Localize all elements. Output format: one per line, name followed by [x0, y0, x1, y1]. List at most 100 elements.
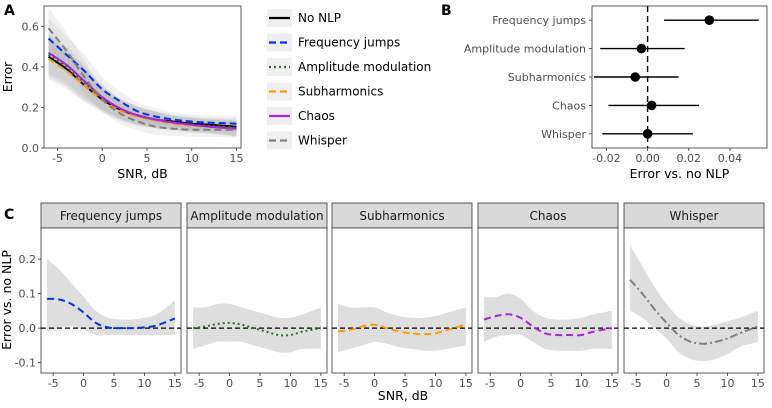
y-tick-label-b: Frequency jumps — [492, 14, 586, 27]
x-tick-label-c: 10 — [137, 377, 151, 390]
legend-label-frequency-jumps: Frequency jumps — [298, 36, 400, 50]
facet-subharmonics: Subharmonics -5 0 5 10 15 — [331, 202, 473, 390]
x-tick-label-a: 0 — [99, 152, 106, 165]
line-a-chaos — [47, 51, 237, 130]
strip-chaos — [477, 202, 619, 229]
legend-label-amplitude-modulation: Amplitude modulation — [298, 60, 431, 74]
x-tick-label-c: 10 — [283, 377, 297, 390]
x-tick-label-c: 5 — [694, 377, 701, 390]
legend-key-bg — [267, 82, 292, 101]
strip-label-frequency-jumps: Frequency jumps — [60, 209, 162, 223]
x-tick-label-c: 0 — [80, 377, 87, 390]
strip-label-whisper: Whisper — [670, 209, 719, 223]
band-c-amplitude-modulation — [193, 303, 321, 353]
x-tick-label-b: 0.02 — [677, 152, 702, 165]
legend-label-chaos: Chaos — [298, 109, 335, 123]
line-c-frequency-jumps — [47, 297, 176, 330]
panel-letter-c: C — [4, 207, 14, 223]
x-tick-label-c: 15 — [459, 377, 473, 390]
point-subharmonics — [630, 72, 641, 82]
x-tick-label-c: 15 — [751, 377, 765, 390]
point-whisper — [642, 129, 653, 139]
point-chaos — [646, 100, 657, 111]
panel-letter-a: A — [4, 3, 15, 19]
x-tick-label-c: 10 — [574, 377, 588, 390]
x-tick-label-c: 0 — [517, 377, 524, 390]
y-tick-label-c: 0.2 — [19, 253, 37, 266]
x-tick-label-c: -5 — [48, 377, 59, 390]
x-tick-label-c: 5 — [402, 377, 409, 390]
facet-frequency-jumps: Frequency jumps -5 0 5 10 15 — [40, 202, 182, 390]
strip-label-amplitude-modulation: Amplitude modulation — [190, 209, 323, 223]
x-axis-title-a: SNR, dB — [117, 166, 167, 181]
band-c-subharmonics — [338, 304, 466, 353]
x-tick-label-c: 10 — [720, 377, 734, 390]
plot-area-c — [186, 227, 328, 374]
strip-label-subharmonics: Subharmonics — [359, 209, 444, 223]
point-frequency-jumps — [704, 15, 715, 25]
strip-label-chaos: Chaos — [530, 209, 567, 223]
y-axis-title-a: Error — [0, 61, 15, 92]
x-axis-title-b: Error vs. no NLP — [630, 166, 730, 181]
x-tick-label-c: -5 — [631, 377, 642, 390]
panel-b: Frequency jumps Amplitude modulation Subha… — [464, 5, 768, 181]
x-tick-label-a: 15 — [230, 152, 244, 165]
x-tick-label-c: 5 — [111, 377, 118, 390]
x-tick-label-c: -5 — [339, 377, 350, 390]
x-tick-label-c: 5 — [257, 377, 264, 390]
y-tick-label-a: 0.2 — [22, 101, 40, 114]
legend-key-bg — [267, 33, 292, 52]
x-tick-label-a: 10 — [185, 152, 199, 165]
y-tick-label-c: -0.1 — [15, 357, 36, 370]
x-tick-label-c: 0 — [663, 377, 670, 390]
x-tick-label-a: 5 — [143, 152, 150, 165]
legend-label-subharmonics: Subharmonics — [298, 85, 383, 99]
legend-label-no-nlp: No NLP — [298, 11, 341, 25]
x-tick-label-b: 0.00 — [635, 152, 660, 165]
plot-area-c — [331, 227, 473, 374]
band-c-whisper — [630, 245, 758, 361]
y-tick-label-c: 0.0 — [19, 322, 37, 335]
line-c-subharmonics — [337, 323, 467, 336]
y-axis-title-c: Error vs. no NLP — [0, 250, 14, 350]
facet-amplitude-modulation: Amplitude modulation -5 0 5 10 15 — [186, 202, 328, 390]
panel-letter-b: B — [441, 3, 452, 19]
legend-label-whisper: Whisper — [298, 134, 347, 148]
x-axis-title-c: SNR, dB — [378, 388, 428, 403]
point-amplitude-modulation — [636, 43, 647, 54]
line-c-chaos — [483, 313, 613, 337]
y-tick-label-a: 0.6 — [22, 20, 40, 33]
facet-whisper: Whisper -5 0 5 10 15 — [623, 202, 765, 390]
legend-key-bg — [267, 131, 292, 150]
x-tick-label-c: 15 — [314, 377, 328, 390]
y-tick-label-c: 0.1 — [19, 288, 37, 301]
band-a-frequency-jumps — [48, 18, 237, 132]
y-tick-label-b: Chaos — [552, 99, 586, 112]
x-tick-label-c: 0 — [371, 377, 378, 390]
panel-a-legend: No NLP Frequency jumps Amplitude modulatio… — [267, 9, 431, 150]
x-tick-label-c: 10 — [428, 377, 442, 390]
line-a-whisper — [47, 27, 237, 131]
line-a-frequency-jumps — [47, 37, 237, 125]
x-tick-label-b: 0.04 — [718, 152, 743, 165]
y-tick-label-b: Subharmonics — [508, 71, 586, 84]
y-tick-label-a: 0.4 — [22, 61, 40, 74]
x-tick-label-c: 15 — [168, 377, 182, 390]
y-tick-label-b: Amplitude modulation — [464, 43, 586, 56]
x-tick-label-c: 5 — [548, 377, 555, 390]
strip-subharmonics — [331, 202, 473, 229]
x-tick-label-b: -0.02 — [592, 152, 620, 165]
x-tick-label-a: -5 — [52, 152, 63, 165]
x-tick-label-c: 0 — [226, 377, 233, 390]
x-tick-label-c: 15 — [605, 377, 619, 390]
band-c-chaos — [484, 293, 612, 351]
y-tick-label-b: Whisper — [541, 128, 586, 141]
strip-frequency-jumps — [40, 202, 182, 229]
strip-whisper — [623, 202, 765, 229]
x-tick-label-c: -5 — [194, 377, 205, 390]
x-tick-label-c: -5 — [485, 377, 496, 390]
line-c-amplitude-modulation — [192, 321, 322, 337]
panel-a: -5 0 5 10 15 0.0 0.2 0.4 0.6 SNR, dB Error — [0, 5, 244, 181]
